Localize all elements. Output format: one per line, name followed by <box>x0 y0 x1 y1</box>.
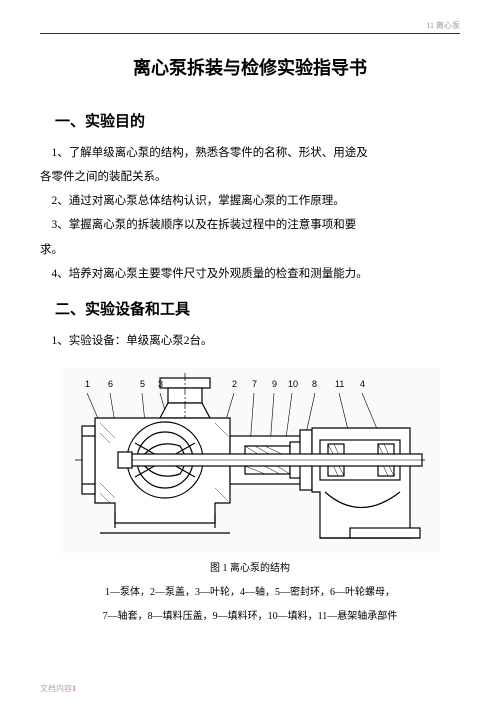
label-10: 10 <box>288 379 298 389</box>
section2-item1: 1、实验设备：单级离心泵2台。 <box>40 329 460 353</box>
section1-heading: 一、实验目的 <box>40 110 460 131</box>
figure-container: 1 6 5 3 2 7 9 10 8 11 4 图 1 离心泵的结构 1—泵体，… <box>40 368 460 625</box>
figure-caption-line2: 7—轴套，8—填料压盖，9—填料环，10—填料，11—悬架轴承部件 <box>40 609 460 625</box>
header-label: 11 离心泵 <box>40 20 460 31</box>
section1-item3-cont: 求。 <box>40 238 460 262</box>
label-5: 5 <box>140 379 145 389</box>
label-9: 9 <box>272 379 277 389</box>
header-divider <box>40 33 460 34</box>
label-2: 2 <box>232 379 237 389</box>
section1-item3: 3、掌握离心泵的拆装顺序以及在拆装过程中的注意事项和要 <box>40 213 460 237</box>
label-8: 8 <box>312 379 317 389</box>
label-4: 4 <box>360 379 365 389</box>
footer: 文档内容1 <box>40 683 76 694</box>
figure-caption-title: 图 1 离心泵的结构 <box>40 561 460 577</box>
figure-caption-line1: 1—泵体，2—泵盖，3—叶轮，4—轴，5—密封环，6—叶轮螺母， <box>40 585 460 601</box>
section1-item1: 1、了解单级离心泵的结构，熟悉各零件的名称、形状、用途及 <box>40 141 460 165</box>
label-7: 7 <box>252 379 257 389</box>
label-1: 1 <box>85 379 90 389</box>
label-3: 3 <box>158 379 163 389</box>
pump-diagram: 1 6 5 3 2 7 9 10 8 11 4 <box>60 368 440 553</box>
section2-heading: 二、实验设备和工具 <box>40 298 460 319</box>
section1-item4: 4、培养对离心泵主要零件尺寸及外观质量的检查和测量能力。 <box>40 262 460 286</box>
footer-text: 文档内容 <box>40 684 72 693</box>
document-title: 离心泵拆装与检修实验指导书 <box>40 54 460 80</box>
section1-item2: 2、通过对离心泵总体结构认识，掌握离心泵的工作原理。 <box>40 189 460 213</box>
section1-item1-cont: 各零件之间的装配关系。 <box>40 165 460 189</box>
label-6: 6 <box>108 379 113 389</box>
label-11: 11 <box>335 379 344 389</box>
footer-page-num: 1 <box>72 684 76 693</box>
pump-svg <box>60 368 440 553</box>
